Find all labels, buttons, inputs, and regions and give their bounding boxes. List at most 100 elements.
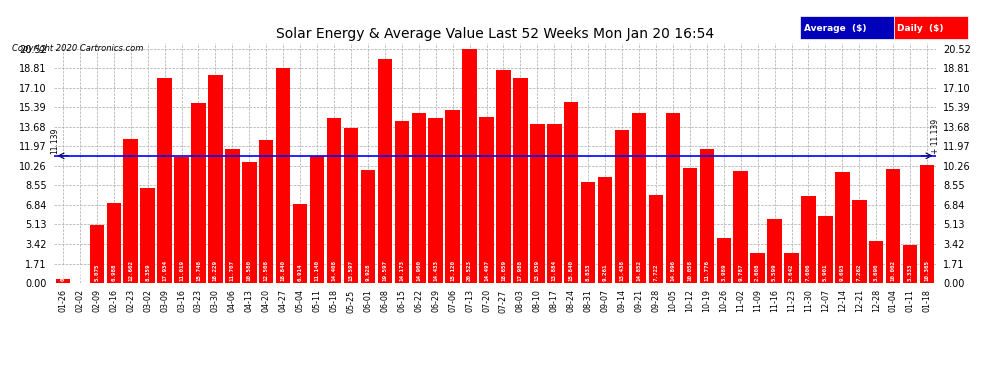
Bar: [750, 254, 765, 283]
Bar: [360, 170, 375, 283]
Bar: [208, 75, 223, 283]
Text: Average  ($): Average ($): [804, 24, 866, 33]
Bar: [107, 203, 121, 283]
Text: 15.120: 15.120: [450, 260, 455, 281]
Text: 3.690: 3.690: [874, 264, 879, 281]
Text: 2.642: 2.642: [789, 264, 794, 281]
Bar: [377, 59, 392, 283]
Text: 14.852: 14.852: [637, 260, 642, 281]
Bar: [90, 225, 104, 283]
Bar: [767, 219, 782, 283]
Text: 15.748: 15.748: [196, 260, 201, 281]
Bar: [259, 140, 273, 283]
Bar: [429, 118, 443, 283]
Text: 6.988: 6.988: [111, 264, 116, 281]
Text: 10.002: 10.002: [891, 260, 896, 281]
Text: 15.840: 15.840: [568, 260, 574, 281]
Text: 14.173: 14.173: [399, 260, 404, 281]
Title: Solar Energy & Average Value Last 52 Weeks Mon Jan 20 16:54: Solar Energy & Average Value Last 52 Wee…: [276, 27, 714, 40]
Bar: [462, 49, 477, 283]
Bar: [564, 102, 578, 283]
Text: 13.939: 13.939: [535, 260, 540, 281]
Text: Daily  ($): Daily ($): [897, 24, 943, 33]
Bar: [869, 241, 883, 283]
Text: 11.140: 11.140: [315, 260, 320, 281]
Bar: [700, 148, 714, 283]
Text: 7.262: 7.262: [856, 264, 862, 281]
Bar: [412, 113, 426, 283]
Text: 7.722: 7.722: [653, 264, 658, 281]
Bar: [547, 124, 561, 283]
Text: 20.523: 20.523: [467, 260, 472, 281]
Bar: [920, 165, 935, 283]
Bar: [632, 113, 646, 283]
Bar: [886, 169, 900, 283]
Bar: [191, 103, 206, 283]
Bar: [784, 253, 799, 283]
Text: 14.497: 14.497: [484, 260, 489, 281]
Bar: [174, 157, 189, 283]
Text: 18.659: 18.659: [501, 260, 506, 281]
Text: 14.896: 14.896: [670, 260, 675, 281]
Text: 5.599: 5.599: [772, 264, 777, 281]
Bar: [243, 162, 256, 283]
Text: 6.914: 6.914: [298, 264, 303, 281]
Bar: [141, 188, 154, 283]
Bar: [598, 177, 613, 283]
Text: 11.707: 11.707: [230, 260, 235, 281]
Text: 13.438: 13.438: [620, 260, 625, 281]
Bar: [734, 171, 747, 283]
Bar: [327, 118, 342, 283]
Text: 3.989: 3.989: [722, 264, 727, 281]
Text: 14.900: 14.900: [416, 260, 422, 281]
Text: + 11.139: + 11.139: [931, 119, 940, 154]
Text: 9.261: 9.261: [603, 264, 608, 281]
Text: 11.019: 11.019: [179, 260, 184, 281]
Bar: [665, 113, 680, 283]
Text: 8.359: 8.359: [146, 264, 150, 281]
Bar: [717, 237, 731, 283]
Text: 14.408: 14.408: [332, 260, 337, 281]
Text: 5.075: 5.075: [94, 264, 99, 281]
Text: 8.833: 8.833: [586, 264, 591, 281]
Text: 11.139: 11.139: [50, 128, 59, 154]
Text: 0.000: 0.000: [77, 264, 82, 281]
Bar: [836, 172, 849, 283]
Bar: [310, 156, 325, 283]
Bar: [446, 110, 459, 283]
Text: 13.884: 13.884: [551, 260, 556, 281]
Text: 10.058: 10.058: [687, 260, 692, 281]
Bar: [479, 117, 494, 283]
Text: 5.901: 5.901: [823, 264, 828, 281]
Text: Copyright 2020 Cartronics.com: Copyright 2020 Cartronics.com: [12, 44, 144, 52]
Bar: [513, 78, 528, 283]
Bar: [276, 68, 290, 283]
Bar: [55, 279, 70, 283]
Bar: [157, 78, 172, 283]
Bar: [615, 129, 630, 283]
Bar: [531, 124, 544, 283]
Text: 13.597: 13.597: [348, 260, 353, 281]
Text: 14.433: 14.433: [434, 260, 439, 281]
Bar: [581, 182, 595, 283]
Text: 11.776: 11.776: [704, 260, 709, 281]
Text: 18.840: 18.840: [281, 260, 286, 281]
Bar: [496, 70, 511, 283]
Bar: [852, 200, 866, 283]
Bar: [648, 195, 663, 283]
Text: 17.934: 17.934: [162, 260, 167, 281]
Text: 9.693: 9.693: [840, 264, 844, 281]
Text: 3.333: 3.333: [908, 264, 913, 281]
Bar: [903, 245, 918, 283]
Text: 0.332: 0.332: [60, 264, 65, 281]
Text: 9.787: 9.787: [739, 264, 743, 281]
Text: 12.602: 12.602: [128, 260, 134, 281]
Bar: [801, 196, 816, 283]
Bar: [395, 121, 409, 283]
Bar: [124, 139, 138, 283]
Text: 19.597: 19.597: [382, 260, 387, 281]
Text: 9.928: 9.928: [365, 264, 370, 281]
Bar: [683, 168, 697, 283]
Text: 12.508: 12.508: [263, 260, 268, 281]
Text: 17.988: 17.988: [518, 260, 523, 281]
